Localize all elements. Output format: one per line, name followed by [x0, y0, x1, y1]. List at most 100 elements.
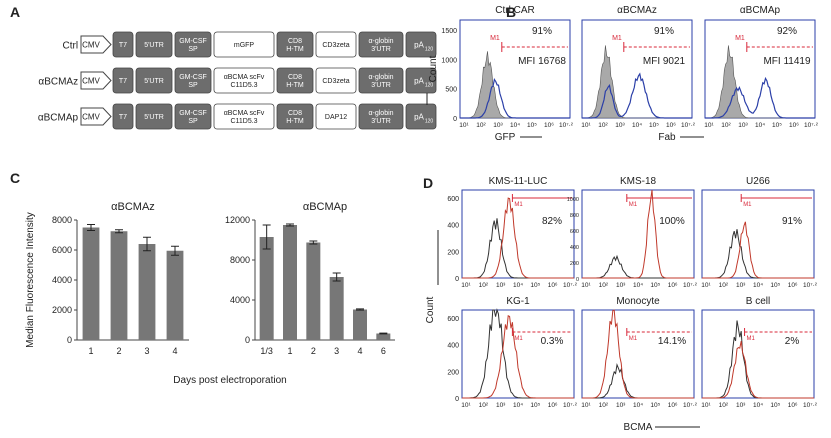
flow-d-title: KMS-11-LUC	[489, 176, 548, 187]
flow-b-title: αBCMAz	[617, 5, 657, 16]
flow-d-percent: 14.1%	[658, 336, 686, 347]
x-tick-label: 10⁶	[788, 282, 798, 289]
x-tick-label: 10⁶	[548, 402, 558, 409]
x-tick-label: 10¹	[581, 282, 591, 289]
x-tick-label: 10⁴	[755, 122, 765, 129]
x-tick-label: 10²	[599, 282, 609, 289]
y-tick-label: 8000	[52, 215, 72, 225]
flow-d-plot-frame	[701, 189, 815, 279]
x-tick-label: 10⁶	[548, 282, 558, 289]
construct-element	[213, 103, 275, 130]
x-tick-label: 10⁷·²	[804, 122, 819, 129]
bar-chart-xlabel: Days post electroporation	[173, 375, 286, 386]
cmv-label: CMV	[82, 113, 100, 122]
flow-b-xlabel-fab: Fab	[658, 132, 676, 143]
x-tick-label: 10³	[496, 402, 506, 409]
x-tick-label: 10⁴	[513, 282, 523, 289]
x-tick-label: 10¹	[581, 402, 591, 409]
y-tick-label: 1500	[441, 28, 457, 35]
x-tick-label: 10³	[615, 122, 625, 129]
construct-element-label: C11D5.3	[230, 82, 257, 89]
panel-letter-b: B	[506, 4, 517, 20]
construct-element-label: pA	[414, 41, 424, 50]
construct-element	[315, 31, 357, 58]
bar-chart-ylabel: Median Fluorescence Intensity	[25, 212, 36, 348]
x-tick-label: 10³	[616, 282, 626, 289]
flow-d-bcma-histogram	[702, 341, 814, 399]
construct-element-label: SP	[188, 46, 198, 53]
y-tick-label: 400	[447, 223, 459, 230]
construct-element-label: H-TM	[286, 118, 304, 125]
construct-element-label: 120	[425, 119, 434, 125]
x-tick-label: 10²	[476, 122, 486, 129]
cmv-promoter-arrow	[80, 71, 112, 90]
construct-element-label: T7	[119, 78, 127, 85]
construct-element-label: 120	[425, 47, 434, 53]
x-tick-label: 10⁷·²	[681, 122, 696, 129]
y-tick-label: 400	[570, 245, 579, 251]
construct-element-label: CD3zeta	[322, 42, 349, 49]
construct-element	[276, 103, 314, 130]
x-tick-label: 10⁵	[527, 122, 537, 129]
bar	[110, 231, 128, 340]
y-tick-label: 6000	[52, 245, 72, 255]
construct-element	[405, 103, 437, 130]
flow-d-bcma-histogram	[702, 221, 814, 279]
x-tick-label: 10²	[721, 122, 731, 129]
gate-label: M1	[743, 202, 752, 208]
construct-element-label: 3'UTR	[371, 82, 391, 89]
x-tick-label: 1	[287, 346, 292, 356]
gate-label: M1	[747, 336, 756, 342]
construct-element-label: pA	[414, 77, 424, 86]
y-tick-label: 200	[447, 249, 459, 256]
x-tick-label: 10⁶	[544, 122, 554, 129]
x-tick-label: 10¹	[459, 122, 469, 129]
construct-element-label: SP	[188, 82, 198, 89]
x-tick-label: 10¹	[581, 122, 591, 129]
construct-element-label: 3'UTR	[371, 118, 391, 125]
x-tick-label: 10⁷·²	[803, 402, 818, 409]
construct-element-label: pA	[414, 113, 424, 122]
x-tick-label: 10⁷·²	[683, 402, 698, 409]
gate-label: M1	[514, 336, 523, 342]
x-tick-label: 10⁵	[650, 402, 660, 409]
x-tick-label: 10⁴	[510, 122, 520, 129]
flow-d-isotype-histogram	[462, 218, 574, 279]
construct-element	[135, 31, 173, 58]
x-tick-label: 10¹	[461, 282, 471, 289]
flow-b-mfi: MFI 16768	[518, 56, 566, 67]
bar	[138, 244, 156, 340]
flow-d-title: KG-1	[506, 296, 530, 307]
bar	[329, 277, 344, 340]
construct-element	[174, 67, 212, 94]
flow-b-percent: 91%	[654, 26, 674, 37]
x-tick-label: 10²	[598, 122, 608, 129]
construct-element-label: α-globin	[368, 110, 393, 117]
bar	[82, 227, 100, 340]
flow-d-title: B cell	[746, 296, 770, 307]
y-tick-label: 0	[455, 396, 459, 403]
x-tick-label: 10¹	[701, 282, 711, 289]
y-tick-label: 1000	[441, 57, 457, 64]
flow-d-isotype-histogram	[702, 229, 814, 279]
cmv-promoter-arrow	[80, 35, 112, 54]
x-tick-label: 3	[144, 346, 149, 356]
x-tick-label: 10⁷·²	[563, 402, 578, 409]
construct-element-label: GM-CSF	[179, 74, 207, 81]
construct-element-label: GM-CSF	[179, 110, 207, 117]
y-tick-label: 0	[453, 116, 457, 123]
gate-label: M1	[629, 336, 638, 342]
bar	[166, 250, 184, 340]
y-tick-label: 200	[447, 369, 459, 376]
construct-element	[213, 31, 275, 58]
panel-letter-a: A	[10, 4, 21, 20]
x-tick-label: 10³	[736, 282, 746, 289]
construct-element	[135, 103, 173, 130]
flow-d-percent: 91%	[782, 216, 802, 227]
flow-b-percent: 92%	[777, 26, 797, 37]
x-tick-label: 10¹	[461, 402, 471, 409]
construct-element-label: CD8	[288, 74, 302, 81]
flow-b-ylabel: Count	[428, 55, 439, 82]
x-tick-label: 2	[116, 346, 121, 356]
